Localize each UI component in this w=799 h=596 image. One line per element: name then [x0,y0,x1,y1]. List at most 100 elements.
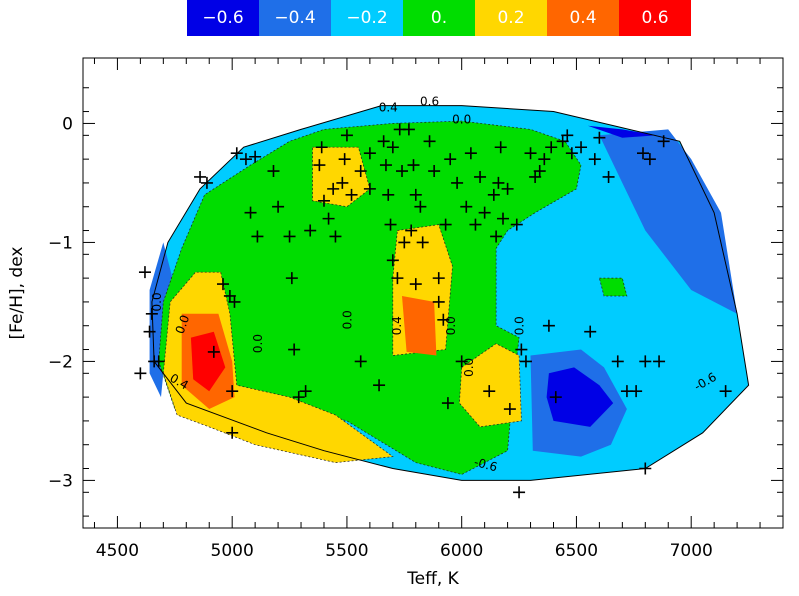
contour-region [190,331,226,392]
star-marker [490,230,503,243]
star-marker [474,170,487,183]
star-marker [437,313,450,326]
star-marker [439,218,452,231]
star-marker [134,367,147,380]
star-marker [561,129,574,142]
star-marker [386,254,399,267]
star-marker [304,224,317,237]
contour-label: 0.0 [150,292,164,311]
star-marker [272,200,285,213]
star-marker [643,153,656,166]
star-marker [524,147,537,160]
contour-region [312,146,371,208]
x-tick-label: 7000 [670,541,713,561]
contour-label: 0.0 [444,316,458,335]
star-marker [510,218,523,231]
star-marker [487,188,500,201]
legend-swatch: −0.2 [331,0,403,36]
star-marker [345,188,358,201]
star-marker [200,176,213,189]
star-marker [639,355,652,368]
star-marker [584,325,597,338]
star-marker [329,230,342,243]
star-marker [549,391,562,404]
legend-swatch: −0.4 [259,0,331,36]
star-marker [285,272,298,285]
y-tick-label: −2 [48,352,73,372]
contour-label: 0.4 [390,316,404,335]
contour-region [598,277,628,297]
star-marker [313,159,326,172]
contour-region [162,271,394,463]
star-marker [464,147,477,160]
x-tick-label: 5500 [325,541,368,561]
star-marker [409,188,422,201]
star-marker [363,147,376,160]
star-marker [542,319,555,332]
star-marker [327,182,340,195]
star-marker [657,135,670,148]
star-marker [354,355,367,368]
star-marker [503,403,516,416]
star-marker [423,135,436,148]
legend-swatch: 0.2 [475,0,547,36]
star-marker [299,385,312,398]
contour-region [402,296,437,356]
x-tick-label: 5000 [211,541,254,561]
contour-regions [149,105,750,481]
y-tick-label: −1 [48,233,73,253]
star-marker [249,150,262,163]
star-marker [228,295,241,308]
axes: 4500 5000 5500 6000 6500 7000 0 −1 −2 −3 [48,58,783,561]
contour-region [599,129,738,314]
star-marker [226,426,239,439]
star-marker [494,141,507,154]
star-marker [497,212,509,225]
star-marker [391,272,404,285]
star-marker [451,176,464,189]
y-tick-label: −3 [48,471,73,491]
star-marker [593,131,606,144]
star-marker [244,206,257,219]
legend-swatch: 0. [403,0,475,36]
star-marker [152,355,165,368]
star-marker [637,147,649,160]
star-marker [398,236,411,249]
x-tick-label: 6500 [555,541,598,561]
legend-swatch: 0.6 [619,0,691,36]
star-marker [545,141,558,154]
star-marker [588,153,601,166]
star-marker [226,385,239,398]
star-marker [501,182,514,195]
star-marker [336,176,349,189]
contour-label: 0.0 [513,316,527,335]
star-marker [409,278,422,291]
legend-swatch: −0.6 [187,0,259,36]
star-marker [373,379,386,392]
contour-region [587,125,657,138]
contour-label: -0.6 [473,455,499,475]
star-marker [460,200,473,213]
star-marker [194,170,207,183]
star-marker [251,230,264,243]
star-marker [143,325,156,338]
star-marker [602,170,615,183]
star-marker [145,307,158,320]
contour-label: 0.0 [452,112,471,126]
contour-region [459,343,522,428]
contour-region [149,242,173,398]
star-markers [134,123,732,499]
star-marker [414,200,427,213]
star-marker [483,385,496,398]
star-marker [444,153,457,166]
color-legend: −0.6 −0.4 −0.2 0. 0.2 0.4 0.6 [187,0,691,36]
star-marker [630,385,643,398]
legend-swatch: 0.4 [547,0,619,36]
star-marker [432,272,445,285]
plot-frame [82,57,784,529]
star-marker [407,159,420,172]
star-marker [338,153,351,166]
star-marker [317,194,330,207]
star-marker [611,355,624,368]
